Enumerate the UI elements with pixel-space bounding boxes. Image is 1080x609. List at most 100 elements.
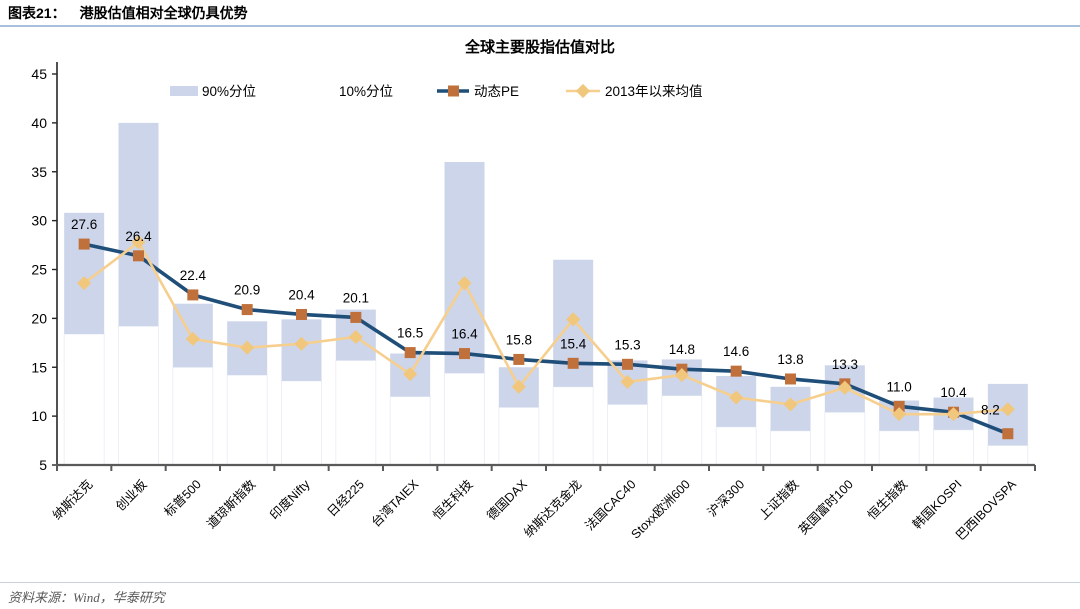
pe-square-marker [730,365,742,377]
pe-square-marker [785,373,796,385]
pe-value-label: 22.4 [180,268,207,283]
mean-diamond-marker [403,367,418,382]
x-category-label: 纳斯达克 [50,477,95,522]
legend-label: 90%分位 [202,84,256,99]
under-bar [118,325,159,466]
x-category-label: 印度Nifty [267,476,313,522]
x-category-label: 沪深300 [705,477,747,519]
pe-value-label: 20.9 [234,283,260,298]
mean-diamond-marker [294,336,309,351]
figure-footer: 资料来源：Wind，华泰研究 [0,582,1080,607]
pe-value-label: 16.5 [397,326,423,341]
under-bar [63,333,105,466]
pe-value-label: 8.2 [981,402,1000,417]
pe-square-marker [459,348,470,360]
under-bar [444,372,485,466]
legend-label: 动态PE [474,84,519,99]
under-bar [552,386,594,466]
mean-diamond-marker [457,276,472,291]
x-category-label: 韩国KOSPI [909,477,964,532]
percentile-range-bar [444,161,485,374]
source-note: 资料来源：Wind，华泰研究 [8,590,165,605]
under-bar [607,403,648,466]
y-tick-label: 15 [31,359,47,375]
pe-square-marker [78,238,90,250]
under-bar [226,374,268,466]
figure-number: 图表21： [8,5,66,21]
mean-diamond-marker [566,312,581,327]
chart-title: 全球主要股指估值对比 [464,39,615,56]
y-tick-label: 35 [31,164,47,180]
pe-square-marker [404,347,416,359]
under-bar [335,359,377,466]
pe-value-label: 13.3 [832,357,858,372]
mean-diamond-marker [729,390,744,405]
mean-diamond-marker [946,407,961,422]
pe-value-label: 11.0 [887,379,912,394]
under-bar [661,395,703,466]
mean-diamond-marker [511,379,526,394]
pe-value-label: 13.8 [777,352,803,367]
pe-value-label: 27.6 [71,217,97,232]
pe-line [83,242,1009,436]
pe-value-label: 15.4 [560,336,587,351]
pe-value-label: 10.4 [940,385,967,400]
pe-value-label: 16.4 [451,327,478,342]
under-bar [987,444,1029,466]
pe-value-label: 26.4 [125,229,152,244]
legend-swatch-90pct [170,86,198,96]
x-category-label: 英国富时100 [795,476,856,537]
under-bar [498,406,540,466]
x-category-label: 恒生指数 [864,476,910,522]
percentile-range-bar [118,122,159,327]
under-bar [172,366,214,466]
pe-square-marker [133,250,144,262]
x-category-label: 道琼斯指数 [203,476,258,531]
mean-diamond-marker [240,340,255,355]
under-bar [389,396,431,466]
under-bar [770,430,811,466]
legend-label: 10%分位 [339,84,393,99]
x-category-label: 创业板 [113,477,150,514]
pe-square-marker [1002,428,1014,440]
pe-square-marker [350,311,362,323]
pe-value-label: 14.8 [669,342,695,357]
mean-diamond-marker [837,380,852,395]
x-category-label: 日经225 [325,477,367,519]
y-tick-label: 25 [31,262,47,278]
legend-diamond-marker [575,83,591,99]
pe-value-label: 14.6 [723,344,749,359]
y-tick-label: 45 [31,66,47,82]
x-category-label: 法国CAC40 [583,477,639,533]
pe-square-marker [513,353,525,365]
mean-diamond-marker [674,367,689,383]
pe-square-marker [296,308,307,320]
legend-square-marker [448,85,459,97]
mean-line [83,240,1008,416]
pe-square-marker [622,358,633,370]
pe-square-marker [567,357,579,369]
under-bar [281,380,322,466]
under-bar [715,426,757,466]
chart-area: 全球主要股指估值对比 45 40 35 30 25 20 15 10 5 纳斯达克 创业板 标普500… [0,27,1080,582]
y-tick-label: 20 [31,310,47,326]
x-category-label: 恒生科技 [430,477,476,523]
x-category-label: 上证指数 [756,476,802,522]
y-tick-label: 40 [31,115,47,131]
pe-value-label: 20.1 [343,290,369,305]
x-category-label: 台湾TAIEX [368,476,422,530]
mean-diamond-marker [185,331,200,346]
under-bar [933,429,974,466]
figure-heading: 港股估值相对全球仍具优势 [79,5,248,21]
mean-diamond-marker [620,374,635,389]
y-tick-label: 5 [39,457,47,473]
legend-swatch-10pct [307,86,335,96]
mean-diamond-marker [131,235,146,250]
under-bar [824,411,866,466]
pe-value-label: 15.3 [614,337,640,352]
pe-value-label: 20.4 [288,287,315,302]
under-bar [878,430,920,466]
legend-label: 2013年以来均值 [605,84,703,99]
